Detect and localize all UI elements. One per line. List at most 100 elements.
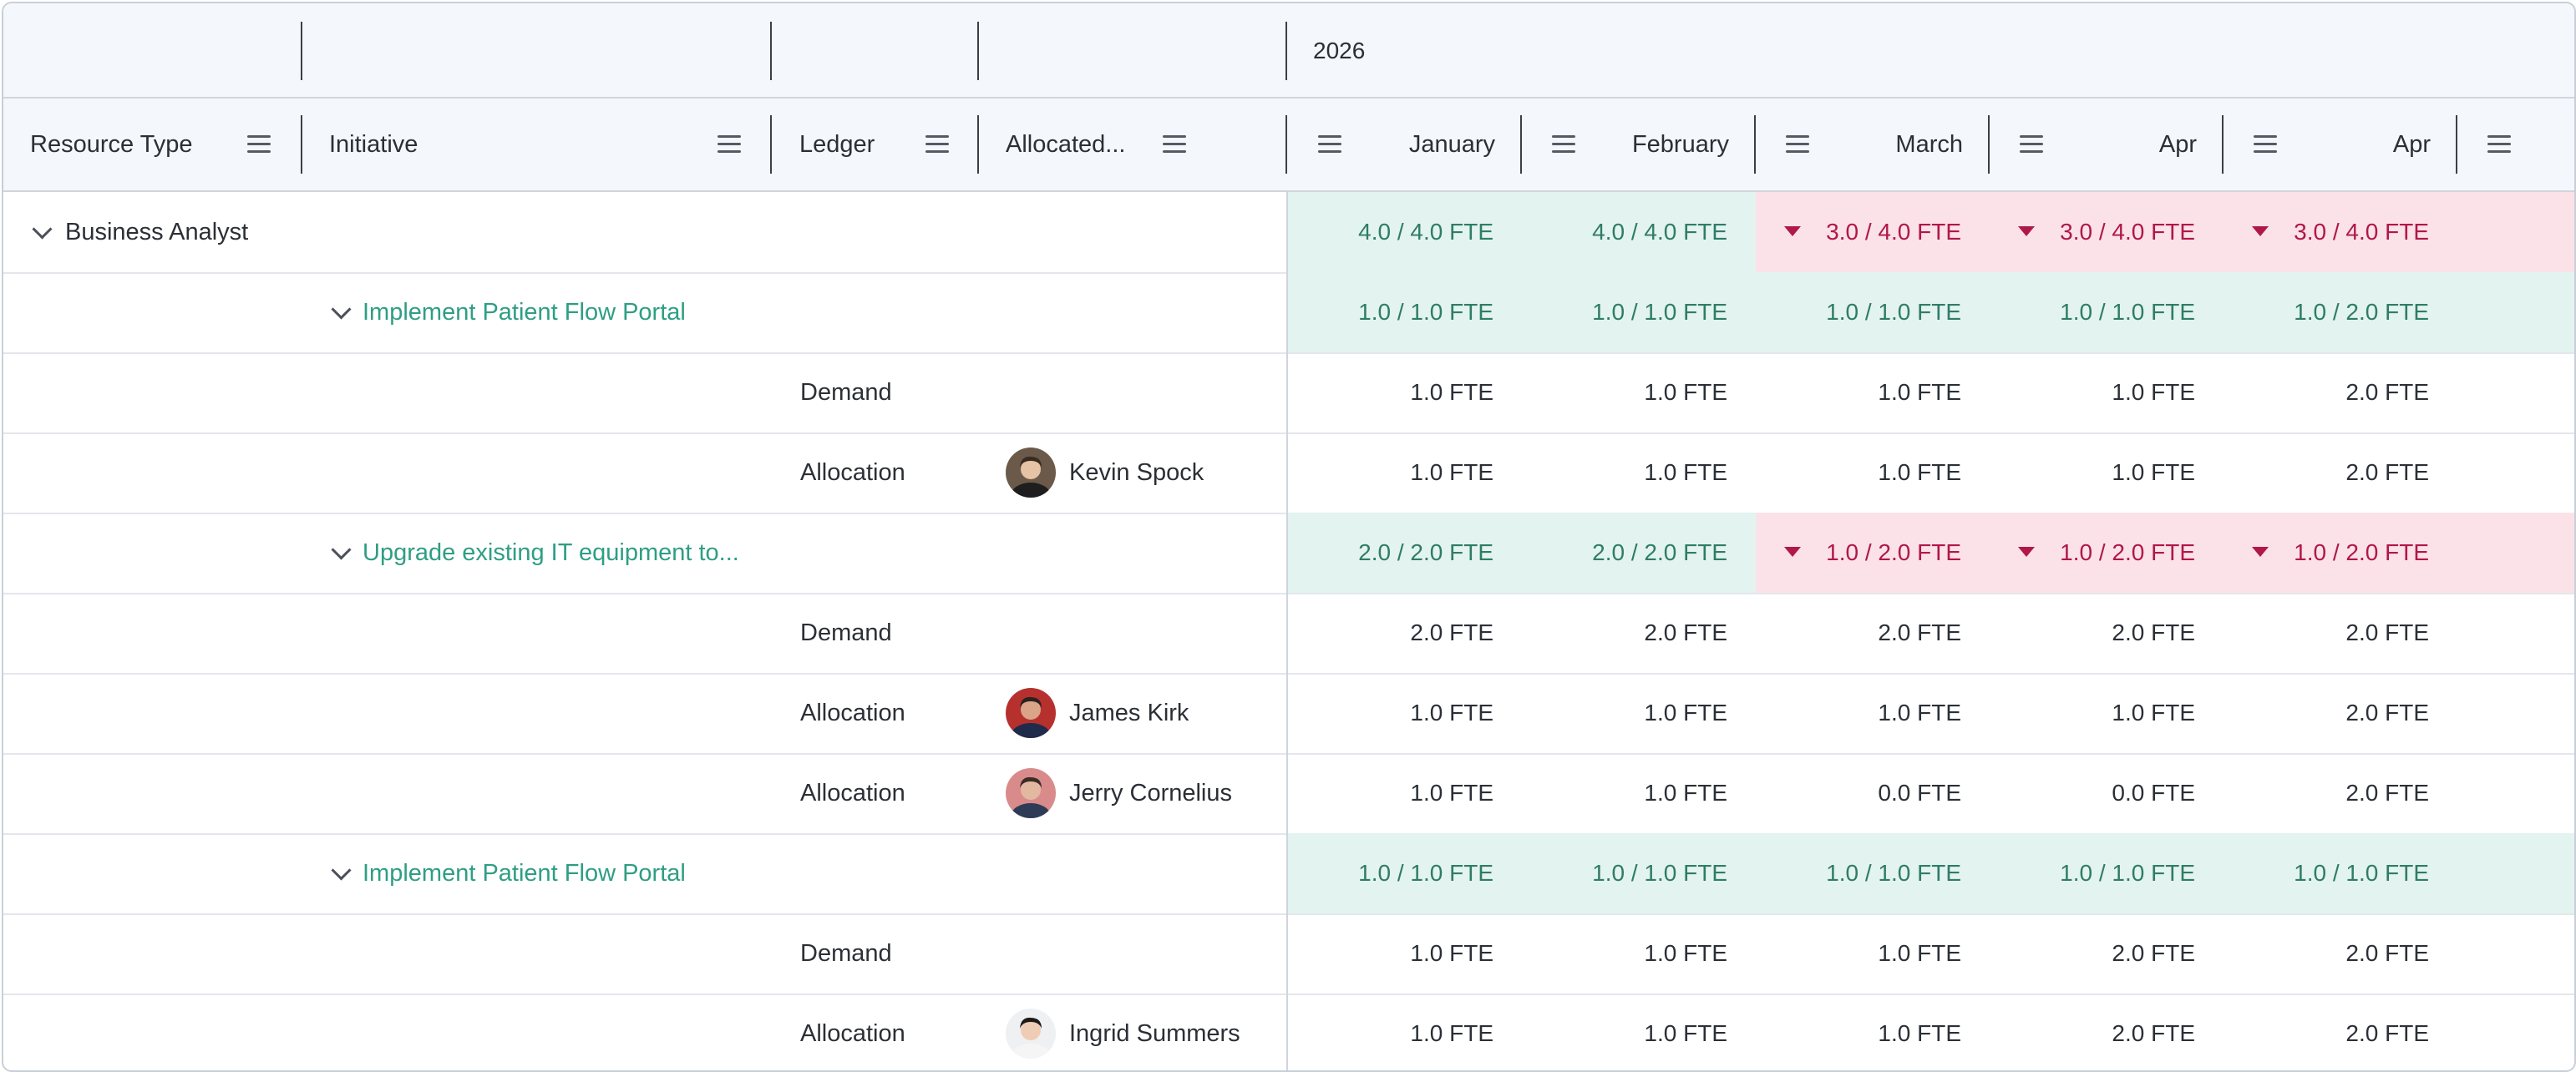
fte-summary-value[interactable]: 1.0 / 1.0 FTE: [2060, 272, 2195, 352]
fte-value[interactable]: 1.0 FTE: [1878, 940, 1961, 966]
ledger-row[interactable]: 1.0 FTE 1.0 FTE 1.0 FTE 1.0 FTE 2.0 FTE Alloc…: [3, 432, 2574, 514]
column-resize-handle[interactable]: [301, 22, 302, 80]
initiative-row[interactable]: 1.0 / 1.0 FTE 1.0 / 1.0 FTE 1.0 / 1.0 FTE 1…: [3, 272, 2574, 354]
fte-summary-value[interactable]: 1.0 / 1.0 FTE: [2060, 833, 2195, 913]
fte-value[interactable]: 2.0 FTE: [1410, 619, 1493, 645]
person-name[interactable]: Jerry Cornelius: [1069, 780, 1232, 807]
fte-value[interactable]: 2.0 FTE: [2112, 619, 2195, 645]
fte-value[interactable]: 1.0 FTE: [2112, 379, 2195, 405]
column-resize-handle[interactable]: [977, 22, 979, 80]
column-menu-icon[interactable]: [1318, 135, 1341, 154]
resource-group-row[interactable]: 4.0 / 4.0 FTE 4.0 / 4.0 FTE 3.0 / 4.0 FTE 3…: [3, 192, 2574, 274]
fte-value[interactable]: 1.0 FTE: [1644, 459, 1727, 485]
fte-value[interactable]: 1.0 FTE: [1644, 700, 1727, 726]
column-header-allocated[interactable]: Allocated...: [1006, 131, 1126, 158]
fte-value[interactable]: 1.0 FTE: [1410, 1020, 1493, 1046]
fte-value[interactable]: 1.0 FTE: [1644, 1020, 1727, 1046]
column-resize-handle[interactable]: [977, 115, 979, 174]
column-menu-icon[interactable]: [1786, 135, 1809, 154]
fte-value[interactable]: 0.0 FTE: [2112, 780, 2195, 806]
fte-summary-value[interactable]: 4.0 / 4.0 FTE: [1358, 192, 1493, 272]
fte-value[interactable]: 1.0 FTE: [1410, 379, 1493, 405]
column-resize-handle[interactable]: [2222, 115, 2224, 174]
fte-summary-value[interactable]: 2.0 / 2.0 FTE: [1592, 513, 1727, 593]
fte-value[interactable]: 1.0 FTE: [1410, 459, 1493, 485]
initiative-link[interactable]: Implement Patient Flow Portal: [363, 860, 686, 887]
fte-value[interactable]: 2.0 FTE: [2112, 940, 2195, 966]
fte-value[interactable]: 1.0 FTE: [1410, 940, 1493, 966]
column-resize-handle[interactable]: [1285, 115, 1287, 174]
column-menu-icon[interactable]: [2254, 135, 2277, 154]
initiative-link[interactable]: Upgrade existing IT equipment to...: [363, 539, 739, 566]
fte-value[interactable]: 0.0 FTE: [1878, 780, 1961, 806]
fte-value[interactable]: 1.0 FTE: [2112, 700, 2195, 726]
initiative-row[interactable]: 2.0 / 2.0 FTE 2.0 / 2.0 FTE 1.0 / 2.0 FTE 1…: [3, 513, 2574, 594]
chevron-down-icon[interactable]: [32, 219, 53, 240]
fte-summary-value[interactable]: 3.0 / 4.0 FTE: [2018, 192, 2195, 272]
column-menu-icon[interactable]: [2487, 135, 2511, 154]
fte-summary-value[interactable]: 1.0 / 2.0 FTE: [2018, 513, 2195, 593]
column-menu-icon[interactable]: [718, 135, 741, 154]
fte-value[interactable]: 2.0 FTE: [2345, 379, 2429, 405]
column-resize-handle[interactable]: [1988, 115, 1990, 174]
ledger-row[interactable]: 2.0 FTE 2.0 FTE 2.0 FTE 2.0 FTE 2.0 FTE Deman…: [3, 593, 2574, 675]
column-resize-handle[interactable]: [301, 115, 302, 174]
fte-summary-value[interactable]: 1.0 / 2.0 FTE: [1784, 513, 1961, 593]
fte-value[interactable]: 1.0 FTE: [1878, 700, 1961, 726]
column-menu-icon[interactable]: [925, 135, 949, 154]
fte-value[interactable]: 2.0 FTE: [2112, 1020, 2195, 1046]
fte-summary-value[interactable]: 1.0 / 2.0 FTE: [2294, 272, 2429, 352]
fte-summary-value[interactable]: 2.0 / 2.0 FTE: [1358, 513, 1493, 593]
fte-value[interactable]: 2.0 FTE: [2345, 459, 2429, 485]
column-menu-icon[interactable]: [247, 135, 271, 154]
column-resize-handle[interactable]: [770, 115, 772, 174]
fte-value[interactable]: 1.0 FTE: [1410, 700, 1493, 726]
fte-summary-value[interactable]: 1.0 / 1.0 FTE: [2294, 833, 2429, 913]
avatar[interactable]: [1006, 688, 1056, 738]
fte-value[interactable]: 1.0 FTE: [1644, 780, 1727, 806]
column-resize-handle[interactable]: [2456, 115, 2457, 174]
fte-value[interactable]: 2.0 FTE: [2345, 619, 2429, 645]
ledger-row[interactable]: 1.0 FTE 1.0 FTE 1.0 FTE 2.0 FTE 2.0 FTE Deman…: [3, 913, 2574, 995]
fte-summary-value[interactable]: 1.0 / 1.0 FTE: [1358, 272, 1493, 352]
column-resize-handle[interactable]: [1285, 22, 1287, 80]
initiative-link[interactable]: Implement Patient Flow Portal: [363, 299, 686, 326]
fte-summary-value[interactable]: 1.0 / 1.0 FTE: [1592, 272, 1727, 352]
fte-value[interactable]: 1.0 FTE: [2112, 459, 2195, 485]
fte-summary-value[interactable]: 1.0 / 1.0 FTE: [1592, 833, 1727, 913]
fte-value[interactable]: 2.0 FTE: [1878, 619, 1961, 645]
month-header-february[interactable]: February: [1631, 131, 1729, 158]
fte-value[interactable]: 1.0 FTE: [1644, 379, 1727, 405]
fte-summary-value[interactable]: 1.0 / 1.0 FTE: [1826, 833, 1961, 913]
fte-summary-value[interactable]: 1.0 / 1.0 FTE: [1358, 833, 1493, 913]
fte-summary-value[interactable]: 3.0 / 4.0 FTE: [1784, 192, 1961, 272]
fte-value[interactable]: 1.0 FTE: [1878, 1020, 1961, 1046]
ledger-row[interactable]: 1.0 FTE 1.0 FTE 0.0 FTE 0.0 FTE 2.0 FTE Alloc…: [3, 753, 2574, 835]
fte-value[interactable]: 1.0 FTE: [1410, 780, 1493, 806]
fte-value[interactable]: 2.0 FTE: [1644, 619, 1727, 645]
fte-value[interactable]: 1.0 FTE: [1878, 459, 1961, 485]
fte-value[interactable]: 1.0 FTE: [1644, 940, 1727, 966]
column-resize-handle[interactable]: [1754, 115, 1756, 174]
initiative-row[interactable]: 1.0 / 1.0 FTE 1.0 / 1.0 FTE 1.0 / 1.0 FTE 1…: [3, 833, 2574, 915]
chevron-down-icon[interactable]: [331, 539, 352, 560]
person-name[interactable]: Ingrid Summers: [1069, 1020, 1240, 1047]
fte-value[interactable]: 2.0 FTE: [2345, 1020, 2429, 1046]
fte-summary-value[interactable]: 1.0 / 2.0 FTE: [2252, 513, 2429, 593]
avatar[interactable]: [1006, 448, 1056, 498]
ledger-row[interactable]: 1.0 FTE 1.0 FTE 1.0 FTE 1.0 FTE 2.0 FTE Deman…: [3, 352, 2574, 434]
avatar[interactable]: [1006, 768, 1056, 818]
column-resize-handle[interactable]: [1520, 115, 1522, 174]
fte-value[interactable]: 2.0 FTE: [2345, 780, 2429, 806]
person-name[interactable]: James Kirk: [1069, 700, 1189, 726]
column-menu-icon[interactable]: [2020, 135, 2043, 154]
month-header-january[interactable]: January: [1408, 131, 1495, 158]
person-name[interactable]: Kevin Spock: [1069, 459, 1204, 486]
column-menu-icon[interactable]: [1163, 135, 1186, 154]
fte-summary-value[interactable]: 1.0 / 1.0 FTE: [1826, 272, 1961, 352]
chevron-down-icon[interactable]: [331, 299, 352, 320]
column-menu-icon[interactable]: [1552, 135, 1575, 154]
fte-value[interactable]: 1.0 FTE: [1878, 379, 1961, 405]
fte-value[interactable]: 2.0 FTE: [2345, 940, 2429, 966]
avatar[interactable]: [1006, 1009, 1056, 1059]
